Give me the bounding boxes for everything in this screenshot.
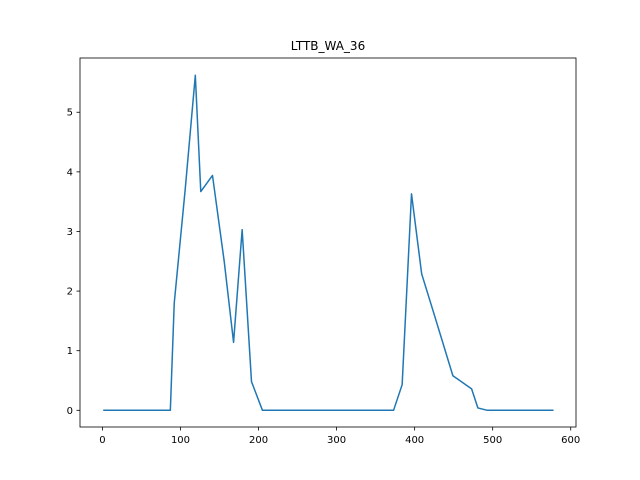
x-tick-label: 400 — [405, 435, 424, 446]
series-line-0 — [103, 74, 554, 412]
y-axis: 0 1 2 3 4 5 — [67, 108, 80, 417]
x-tick-label: 300 — [327, 435, 346, 446]
y-tick-label: 4 — [67, 167, 73, 178]
x-tick-label: 100 — [171, 435, 190, 446]
axes-frame — [79, 57, 577, 428]
y-tick-label: 5 — [67, 108, 73, 119]
y-tick-label: 1 — [67, 346, 73, 357]
y-tick-label: 0 — [67, 406, 73, 417]
x-axis: 0 100 200 300 400 500 600 — [99, 427, 580, 446]
plot-area — [103, 74, 554, 412]
x-tick-label: 200 — [249, 435, 268, 446]
y-tick-label: 3 — [67, 227, 73, 238]
x-tick-label: 500 — [483, 435, 502, 446]
x-tick-label: 600 — [561, 435, 580, 446]
chart-title: LTTB_WA_36 — [291, 39, 365, 53]
x-tick-label: 0 — [99, 435, 105, 446]
y-tick-label: 2 — [67, 287, 73, 298]
